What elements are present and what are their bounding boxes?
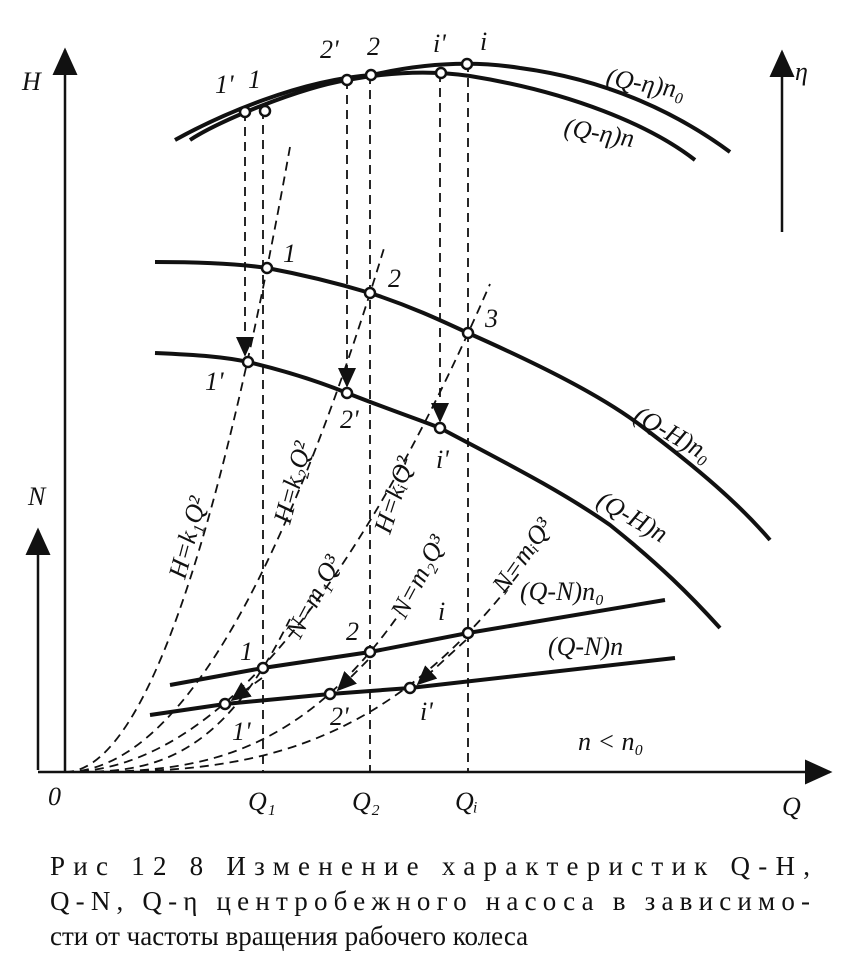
point-label: 2' xyxy=(320,35,339,64)
point-label: i' xyxy=(436,445,449,474)
point-label: i xyxy=(480,27,487,56)
parabola-label: H=k₂Q² xyxy=(268,437,318,527)
point-label: 2 xyxy=(388,264,401,293)
point-label: 1 xyxy=(248,65,261,94)
axis-label: Q xyxy=(782,792,801,821)
point-label: i' xyxy=(433,29,446,58)
point-label: 1' xyxy=(232,717,251,746)
point-label: i' xyxy=(420,697,433,726)
point-label: 2 xyxy=(346,617,359,646)
curve-label: (Q-H)n₀ xyxy=(629,400,718,468)
condition: n < n₀ xyxy=(578,727,644,756)
axis-label: η xyxy=(795,57,808,86)
projection-lines xyxy=(236,63,469,772)
parabola-label: H=kᵢQ² xyxy=(368,452,421,538)
point-label: i xyxy=(438,597,445,626)
curve-label: (Q-η)n₀ xyxy=(604,62,688,104)
parabola-label: H=k₁Q² xyxy=(163,492,213,582)
axes xyxy=(25,47,833,785)
point-label: 2 xyxy=(367,32,380,61)
q-tick: Qᵢ xyxy=(455,787,478,816)
points xyxy=(218,57,475,711)
point-label: 2' xyxy=(340,405,359,434)
point-label: 1 xyxy=(283,239,296,268)
q-tick: Q₂ xyxy=(352,787,380,816)
point-label: 1 xyxy=(240,637,253,666)
axis-label: N xyxy=(27,482,47,511)
caption-line: Рис 12 8 Изменение характеристик Q-H, xyxy=(50,851,810,881)
parabola-label: N=m₁Q³ xyxy=(279,549,348,643)
axis-label: 0 xyxy=(48,782,61,811)
curve-label: (Q-N)n xyxy=(548,632,623,661)
curve-label: (Q-N)n₀ xyxy=(520,577,604,606)
curve-label: (Q-H)n xyxy=(592,485,673,548)
curves xyxy=(149,61,772,717)
point-label: 2' xyxy=(330,702,349,731)
caption-line: сти от частоты вращения рабочего колеса xyxy=(50,921,528,951)
axis-label: H xyxy=(21,67,42,96)
point-label: 1' xyxy=(215,70,234,99)
q-tick: Q₁ xyxy=(248,787,276,816)
point-label: 3 xyxy=(484,304,498,333)
caption-line: Q-N, Q-η центробежного насоса в зависимо… xyxy=(50,886,810,916)
point-label: 1' xyxy=(205,367,224,396)
